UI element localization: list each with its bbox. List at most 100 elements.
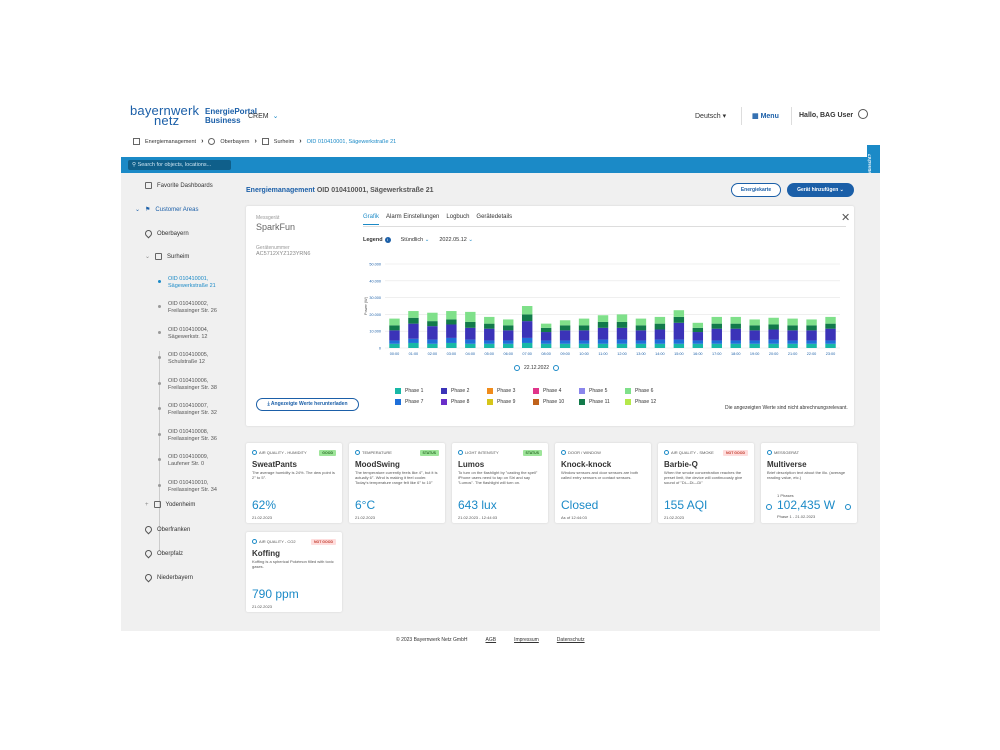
bar-segment[interactable] — [692, 343, 704, 348]
bar-segment[interactable] — [711, 316, 722, 324]
bar-segment[interactable] — [521, 342, 533, 348]
sensor-card[interactable]: MESSGERÄT Multiverse Brief description tex… — [761, 443, 857, 523]
bar-segment[interactable] — [673, 339, 685, 344]
bar-segment[interactable] — [389, 330, 400, 341]
breadcrumb-item[interactable]: Surheim — [273, 138, 295, 145]
bar-segment[interactable] — [559, 340, 571, 344]
bar-segment[interactable] — [446, 342, 457, 348]
bar-segment[interactable] — [484, 323, 495, 329]
bar-segment[interactable] — [578, 343, 590, 348]
sidebar-subitem[interactable]: OID 010410001, Sägewerkstraße 21 — [168, 276, 216, 290]
bar-segment[interactable] — [559, 325, 571, 331]
bar-segment[interactable] — [673, 310, 685, 317]
sidebar-subitem[interactable]: OID 010410010, Freilassinger Str. 34 — [168, 480, 217, 494]
bar-segment[interactable] — [806, 343, 817, 348]
add-device-button[interactable]: Gerät hinzufügen ⌄ — [787, 183, 854, 197]
bar-segment[interactable] — [635, 325, 647, 331]
sensor-card[interactable]: AIR QUALITY - HUMIDITY GOOD SweatPants The … — [246, 443, 342, 523]
bar-segment[interactable] — [673, 322, 685, 340]
bar-segment[interactable] — [597, 321, 609, 328]
bar-segment[interactable] — [673, 343, 685, 348]
legend-item[interactable]: Phase 2 — [441, 388, 487, 394]
bar-segment[interactable] — [503, 343, 514, 348]
sensor-card[interactable]: DOOR / WINDOW Knock-knock Window sensors a… — [555, 443, 651, 523]
legend-item[interactable]: Phase 8 — [441, 399, 487, 405]
bar-segment[interactable] — [654, 316, 666, 324]
bar-segment[interactable] — [578, 325, 590, 331]
legend-item[interactable]: Phase 3 — [487, 388, 533, 394]
legend-item[interactable]: Phase 9 — [487, 399, 533, 405]
sidebar-item-favorites[interactable]: Favorite Dashboards — [145, 182, 213, 189]
crem-dropdown[interactable]: CREM ⌄ — [248, 112, 279, 120]
bar-segment[interactable] — [465, 311, 476, 322]
bar-segment[interactable] — [673, 316, 685, 323]
bar-segment[interactable] — [749, 319, 760, 326]
bar-segment[interactable] — [408, 311, 419, 318]
date-select[interactable]: 2022.05.12 ⌄ — [439, 237, 473, 243]
search-input[interactable]: ⚲ Search for objects, locations... — [128, 160, 231, 170]
prev-date-icon[interactable] — [514, 365, 520, 371]
bar-segment[interactable] — [787, 325, 798, 331]
bar-segment[interactable] — [616, 314, 628, 322]
bar-segment[interactable] — [408, 342, 419, 348]
legend-item[interactable]: Phase 1 — [395, 388, 441, 394]
next-date-icon[interactable] — [553, 365, 560, 371]
bar-segment[interactable] — [654, 339, 666, 344]
bar-segment[interactable] — [711, 343, 722, 348]
bar-segment[interactable] — [635, 343, 647, 348]
energy-map-button[interactable]: Energiekarte — [731, 183, 781, 197]
bar-segment[interactable] — [597, 343, 609, 348]
bar-segment[interactable] — [408, 338, 419, 343]
bar-segment[interactable] — [465, 321, 476, 328]
tab-alarm[interactable]: Alarm Einstellungen — [386, 214, 440, 220]
bar-segment[interactable] — [711, 340, 722, 344]
sidebar-item-customer-areas[interactable]: ⌄ ⚑ Customer Areas — [135, 206, 198, 214]
bar-segment[interactable] — [749, 343, 760, 348]
bar-segment[interactable] — [806, 340, 817, 344]
bar-segment[interactable] — [787, 340, 798, 344]
legend-toggle[interactable]: Legend i — [363, 237, 391, 243]
bar-segment[interactable] — [616, 343, 628, 348]
bar-segment[interactable] — [389, 343, 400, 348]
sidebar-item-surheim[interactable]: ⌄ Surheim — [145, 253, 189, 260]
user-icon[interactable] — [858, 109, 868, 119]
bar-segment[interactable] — [408, 317, 419, 324]
legend-item[interactable]: Phase 5 — [579, 388, 625, 394]
bar-segment[interactable] — [597, 339, 609, 344]
bar-segment[interactable] — [768, 343, 779, 348]
sidebar-item-yodenheim[interactable]: + Yodenheim — [145, 501, 195, 508]
bar-segment[interactable] — [521, 314, 533, 322]
bar-segment[interactable] — [635, 330, 647, 341]
sidebar-subitem[interactable]: OID 010410005, Schulstraße 12 — [168, 352, 208, 366]
bar-segment[interactable] — [806, 330, 817, 341]
bar-segment[interactable] — [521, 337, 533, 343]
bar-segment[interactable] — [446, 311, 457, 320]
breadcrumb-item[interactable]: Oberbayern — [220, 138, 250, 145]
legend-item[interactable]: Phase 11 — [579, 399, 625, 405]
bar-segment[interactable] — [768, 317, 779, 325]
bar-segment[interactable] — [806, 319, 817, 326]
bar-segment[interactable] — [540, 340, 552, 344]
bar-segment[interactable] — [749, 325, 760, 331]
bar-segment[interactable] — [465, 327, 476, 340]
bar-segment[interactable] — [806, 325, 817, 331]
bar-segment[interactable] — [389, 318, 400, 326]
sidebar-item-oberfranken[interactable]: Oberfranken — [143, 524, 190, 535]
bar-segment[interactable] — [749, 340, 760, 344]
bar-segment[interactable] — [768, 339, 779, 344]
bar-segment[interactable] — [635, 318, 647, 326]
datenschutz-link[interactable]: Datenschutz — [556, 637, 585, 643]
bar-segment[interactable] — [597, 327, 609, 340]
bar-segment[interactable] — [730, 343, 741, 348]
bar-segment[interactable] — [825, 323, 836, 329]
bar-segment[interactable] — [749, 330, 760, 341]
menu-button[interactable]: ▦ Menu — [752, 112, 779, 120]
bar-segment[interactable] — [825, 316, 836, 324]
bar-segment[interactable] — [692, 322, 704, 328]
bar-segment[interactable] — [540, 327, 552, 333]
sensor-card[interactable]: TEMPERATURE STATUS MoodSwing The temperatur… — [349, 443, 445, 523]
bar-segment[interactable] — [654, 329, 666, 340]
sidebar-item-oberbayern[interactable]: Oberbayern — [143, 228, 189, 239]
bar-segment[interactable] — [484, 340, 495, 344]
legend-item[interactable]: Phase 10 — [533, 399, 579, 405]
